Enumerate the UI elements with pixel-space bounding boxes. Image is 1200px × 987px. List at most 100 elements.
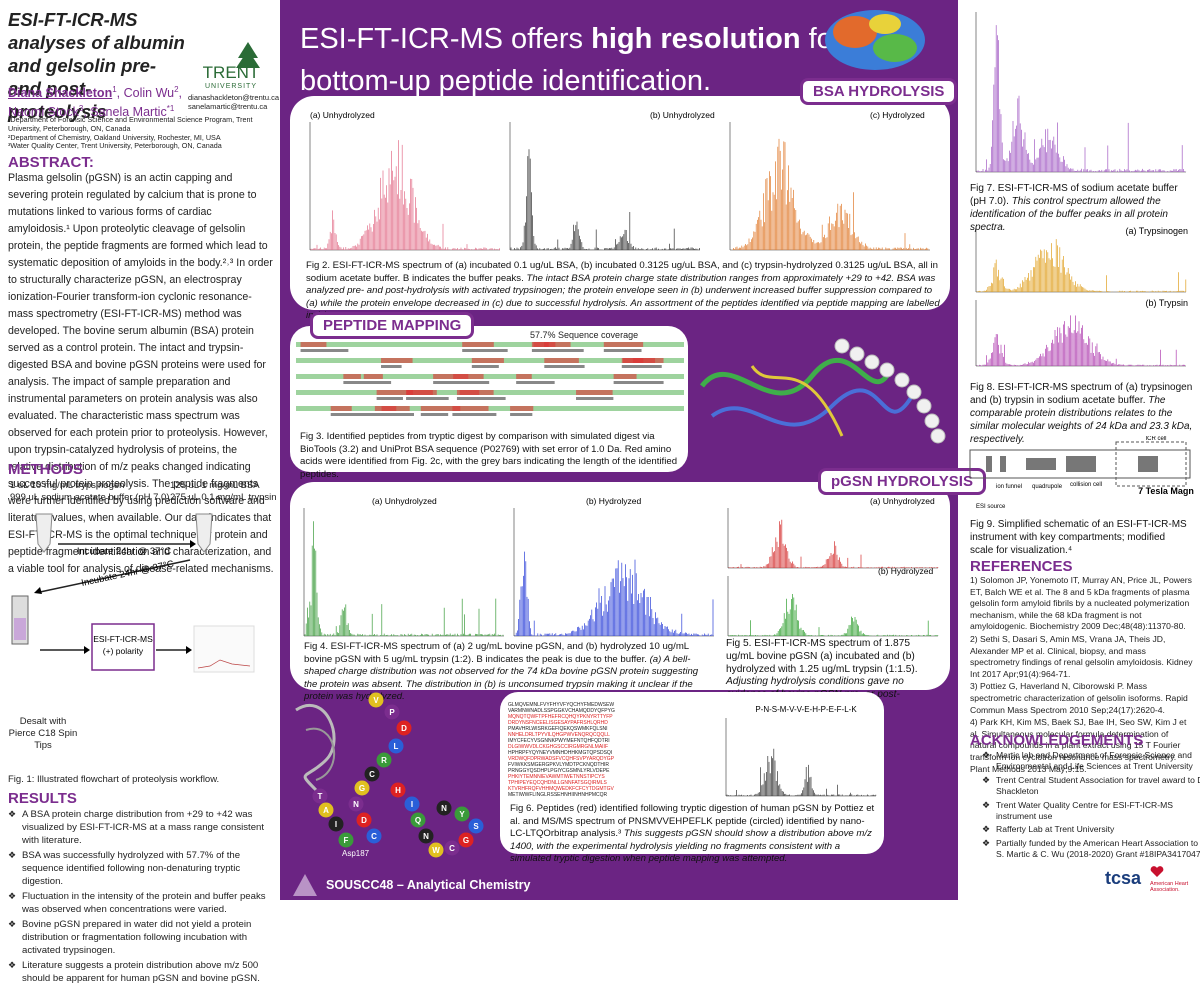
bead-circle [458, 832, 474, 848]
identified-residues [576, 390, 613, 395]
coverage-bar [343, 381, 392, 384]
instrument-label: (+) polarity [103, 646, 144, 656]
fig6-caption: Fig 6. Peptides (red) identified followi… [510, 803, 878, 866]
sequence-line: VRDWQFDPRWADSFVCQHFSVPYARQDYGP [508, 756, 615, 762]
bead-circle [410, 812, 426, 828]
spectrum-trace [304, 521, 504, 636]
bead: W [428, 842, 444, 858]
results-list: A BSA protein charge distribution from +… [8, 808, 276, 987]
headline: ESI-FT-ICR-MS offers high resolution for… [300, 18, 842, 102]
spectrum-trace [728, 594, 939, 636]
caption-italic: The comparable protein distributions rel… [970, 395, 1193, 445]
section-tag: PEPTIDE MAPPING [310, 312, 475, 339]
bead-letter: C [371, 832, 377, 841]
footer-icon [293, 874, 317, 896]
bead: L [388, 738, 404, 754]
bead-circle [404, 796, 420, 812]
coverage-bar [621, 365, 659, 368]
coverage-bar [544, 349, 584, 352]
bead-letter: R [381, 756, 387, 765]
identified-residues [374, 406, 397, 411]
bead-circle [396, 720, 412, 736]
affiliation: ²Department of Chemistry, Oakland Univer… [8, 132, 221, 142]
sequence-map [296, 342, 684, 416]
bead: C [366, 828, 382, 844]
bead-circle [390, 782, 406, 798]
identified-residues [381, 358, 413, 363]
fig6-figure: P-N-S-M-V-V-E-H-P-E-F-L-K GLMQVEMNLFVYFH… [508, 702, 877, 798]
email: sanelamartic@trentu.ca [188, 102, 268, 111]
panel-label: (a) Unhydrolyzed [310, 110, 375, 120]
flowchart: Incubate 24hr @ 37°C Incubate 24hr @ 37°… [11, 513, 255, 673]
bead-circle [376, 752, 392, 768]
author-affiliation: 1 [112, 85, 117, 94]
identified-residues [433, 374, 469, 379]
fig8-spectra: (a) Trypsinogen (b) Trypsin [975, 226, 1188, 367]
author-name: Colin Wu [123, 86, 175, 101]
section-heading: REFERENCES [970, 558, 1073, 575]
coverage-bar [510, 413, 533, 416]
poster: ESI-FT-ICR-MS analyses of albumin and ge… [0, 0, 1200, 900]
coverage-bar [613, 381, 664, 384]
tube1-text: 1 uL 10 mg/mL trypsinogen 999 uL sodium … [10, 480, 170, 504]
bead-circle [428, 842, 444, 858]
identified-residues [420, 406, 461, 411]
bead-circle [468, 818, 484, 834]
bead: V [368, 692, 384, 708]
sequence-line: NNHELDRLTPYVILQHGPWVENQRQCQQLL [508, 732, 610, 738]
bead-circle [312, 788, 328, 804]
bead: Q [410, 812, 426, 828]
fig8-caption: Fig 8. ESI-FT-ICR-MS spectrum of (a) try… [970, 381, 1196, 446]
step-label: Incubate 24hr @ 37°C [77, 546, 171, 557]
bead-letter: G [359, 784, 365, 793]
bead-circle [356, 812, 372, 828]
bead-circle [328, 816, 344, 832]
panel-label: (a) Unhydrolyzed [372, 496, 437, 506]
panel-label: (b) Trypsin [1145, 298, 1188, 308]
section-tag: pGSN HYDROLYSIS [818, 468, 986, 495]
bead-circle [388, 738, 404, 754]
sequence-line: FVIWKKSMGERGPKVLYMDTPCKNQDTHIR [508, 762, 609, 768]
bead-circle [338, 832, 354, 848]
coverage-bar [452, 413, 497, 416]
bead-circle [444, 840, 460, 856]
sequence-line: VARMNWNADLSSPGGKVCHAMQDDYQFPYG [508, 708, 615, 714]
bead-letter: N [441, 804, 447, 813]
coverage-bar [453, 381, 490, 384]
logo-name: TRENT [203, 63, 260, 82]
panel-label: (c) Hydrolyzed [870, 110, 925, 120]
bead-letter: P [389, 708, 395, 717]
identified-residues [462, 342, 494, 347]
spectrum-trace [976, 315, 1185, 366]
bsa-spectra: (a) Unhydrolyzed (b) Unhydrolyzed (c) Hy… [309, 110, 930, 251]
identified-residues [456, 390, 494, 395]
identified-residues [516, 374, 532, 379]
pgsn-panel [290, 482, 950, 690]
caption-text: Fig 5. ESI-FT-ICR-MS spectrum of 1.875 u… [726, 638, 918, 675]
sequence-line: KTVRHFRQFVHHMQWEDKFCFCYTDGMTGV [508, 786, 614, 792]
spectrum-trace [728, 519, 939, 568]
coverage-bar [471, 365, 499, 368]
headline-part: high resolution [591, 23, 801, 55]
bead: H [390, 782, 406, 798]
aha-logo: American Heart Association. [1150, 866, 1196, 894]
bead: A [318, 802, 334, 818]
author-name: Diana Shackleton [8, 86, 113, 101]
result-item: Literature suggests a protein distributi… [8, 959, 276, 985]
pgsn-spectra: (a) Unhydrolyzed (b) Hydrolyzed (a) Unhy… [303, 496, 939, 637]
fig4-caption: Fig 4. ESI-FT-ICR-MS spectrum of (a) 2 u… [304, 641, 714, 704]
fig9-caption: Fig 9. Simplified schematic of an ESI-FT… [970, 519, 1187, 556]
bead-letter: F [344, 836, 349, 845]
bead: I [404, 796, 420, 812]
text-line: 275 uL 0.1 mg/mL trypsin [170, 492, 277, 503]
section-heading: RESULTS [8, 790, 77, 807]
fig1-caption: Fig. 1: Illustrated flowchart of proteol… [8, 774, 220, 785]
headline-part: ESI-FT-ICR-MS offers [300, 23, 592, 55]
coverage-bar [531, 349, 555, 352]
identified-residues [471, 358, 504, 363]
acknowledgement: Partially funded by the American Heart A… [982, 838, 1200, 861]
fig3-caption: Fig 3. Identified peptides from tryptic … [300, 431, 678, 480]
caption-text: Fig 6. Peptides (red) identified followi… [510, 803, 875, 840]
bead-letter: C [449, 844, 455, 853]
